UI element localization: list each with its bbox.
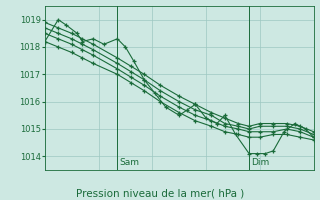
Text: Pression niveau de la mer( hPa ): Pression niveau de la mer( hPa ) (76, 188, 244, 198)
Text: Sam: Sam (120, 158, 140, 167)
Text: Dim: Dim (251, 158, 269, 167)
